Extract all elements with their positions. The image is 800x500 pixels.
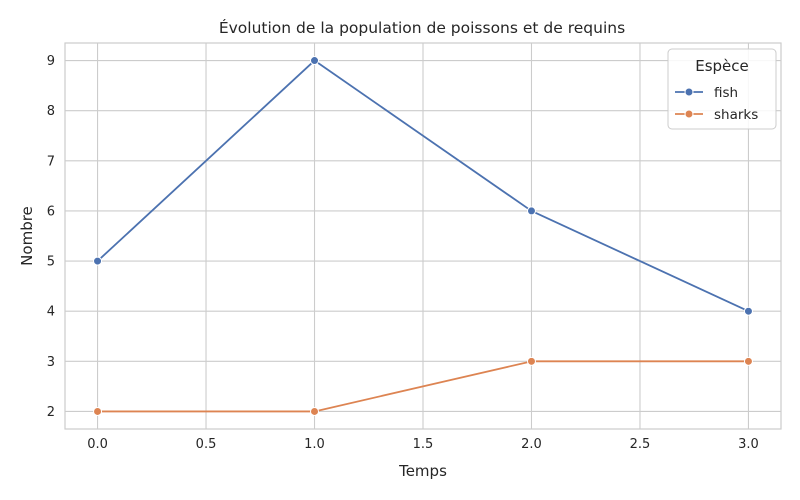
data-point-sharks xyxy=(310,406,320,416)
data-point-sharks xyxy=(93,406,103,416)
x-tick-label: 3.0 xyxy=(738,437,759,452)
x-tick-label: 2.5 xyxy=(630,437,651,452)
plot-frame xyxy=(64,42,782,430)
data-point-sharks xyxy=(526,356,536,366)
data-point-fish xyxy=(743,306,753,316)
legend-marker xyxy=(684,109,694,119)
data-point-fish xyxy=(310,56,320,66)
y-tick-label: 8 xyxy=(47,104,55,119)
x-axis-title: Temps xyxy=(398,462,447,480)
series-line-sharks xyxy=(97,360,749,413)
x-tick-label: 1.0 xyxy=(304,437,325,452)
legend-item-fish: fish xyxy=(675,85,738,101)
y-tick-label: 5 xyxy=(47,255,55,270)
x-axis-ticks: 0.0 0.5 1.0 1.5 2.0 2.5 3.0 xyxy=(87,437,759,452)
series-layer xyxy=(93,56,753,416)
legend-item-sharks: sharks xyxy=(675,107,758,123)
x-tick-label: 2.0 xyxy=(521,437,542,452)
legend-items: fish sharks xyxy=(675,85,758,123)
legend-box xyxy=(667,48,777,130)
y-tick-label: 4 xyxy=(47,305,55,320)
y-tick-label: 3 xyxy=(47,355,55,370)
y-tick-label: 6 xyxy=(47,204,55,219)
y-tick-label: 7 xyxy=(47,154,55,169)
data-point-fish xyxy=(526,206,536,216)
y-tick-label: 2 xyxy=(47,405,55,420)
series-line-fish xyxy=(96,59,749,313)
series-sharks xyxy=(93,356,753,416)
chart-title: Évolution de la population de poissons e… xyxy=(219,18,625,37)
x-tick-label: 1.5 xyxy=(413,437,434,452)
y-axis-ticks: 2 3 4 5 6 7 8 9 xyxy=(47,54,55,420)
y-axis-title: Nombre xyxy=(18,206,36,266)
x-tick-label: 0.5 xyxy=(196,437,217,452)
x-tick-label: 0.0 xyxy=(87,437,108,452)
data-point-fish xyxy=(93,256,103,266)
data-point-sharks xyxy=(743,356,753,366)
legend-marker xyxy=(684,87,694,97)
legend: Espèce fish sharks xyxy=(667,48,777,130)
legend-title: Espèce xyxy=(695,57,749,75)
y-tick-label: 9 xyxy=(47,54,55,69)
legend-label: sharks xyxy=(714,107,758,123)
legend-label: fish xyxy=(714,85,738,101)
series-fish xyxy=(93,56,753,316)
